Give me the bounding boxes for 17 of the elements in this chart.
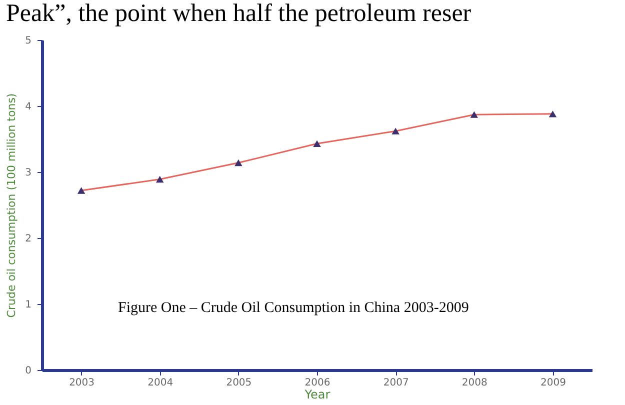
y-tick-label: 4 bbox=[25, 102, 32, 112]
y-axis-title: Crude oil consumption (100 million tons) bbox=[5, 93, 18, 318]
annotation: Figure One – Crude Oil Consumption in China 2003-2009 bbox=[118, 300, 469, 317]
x-tick-label: 2005 bbox=[226, 378, 252, 388]
y-tick-label: 2 bbox=[25, 234, 32, 244]
x-tick-label: 2003 bbox=[69, 378, 95, 388]
y-tick-label: 5 bbox=[25, 36, 32, 46]
x-axis-title: Year bbox=[304, 388, 330, 402]
x-tick-label: 2006 bbox=[304, 378, 330, 388]
x-tick-label: 2007 bbox=[383, 378, 409, 388]
x-tick-label: 2004 bbox=[148, 378, 174, 388]
y-tick-label: 1 bbox=[25, 300, 32, 310]
text: Peak”, the point when half the petroleum reser bbox=[6, 0, 472, 28]
x-tick-label: 2008 bbox=[462, 378, 488, 388]
y-tick-label: 0 bbox=[25, 366, 32, 376]
y-tick-label: 3 bbox=[25, 168, 32, 178]
x-tick-label: 2009 bbox=[540, 378, 566, 388]
